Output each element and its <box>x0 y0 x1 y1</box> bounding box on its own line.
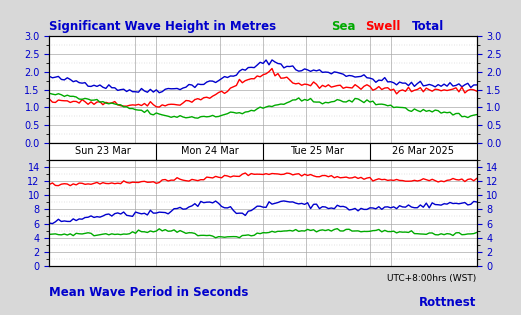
Text: Significant Wave Height in Metres: Significant Wave Height in Metres <box>49 20 277 33</box>
Text: Mean Wave Period in Seconds: Mean Wave Period in Seconds <box>49 286 249 299</box>
Text: Swell: Swell <box>365 20 400 33</box>
Text: Mon 24 Mar: Mon 24 Mar <box>181 146 239 156</box>
Text: Rottnest: Rottnest <box>419 296 477 309</box>
Text: UTC+8:00hrs (WST): UTC+8:00hrs (WST) <box>388 274 477 284</box>
Text: 26 Mar 2025: 26 Mar 2025 <box>392 146 454 156</box>
Text: Sea: Sea <box>331 20 355 33</box>
Text: Total: Total <box>412 20 444 33</box>
Text: Tue 25 Mar: Tue 25 Mar <box>290 146 343 156</box>
Text: Sun 23 Mar: Sun 23 Mar <box>75 146 131 156</box>
